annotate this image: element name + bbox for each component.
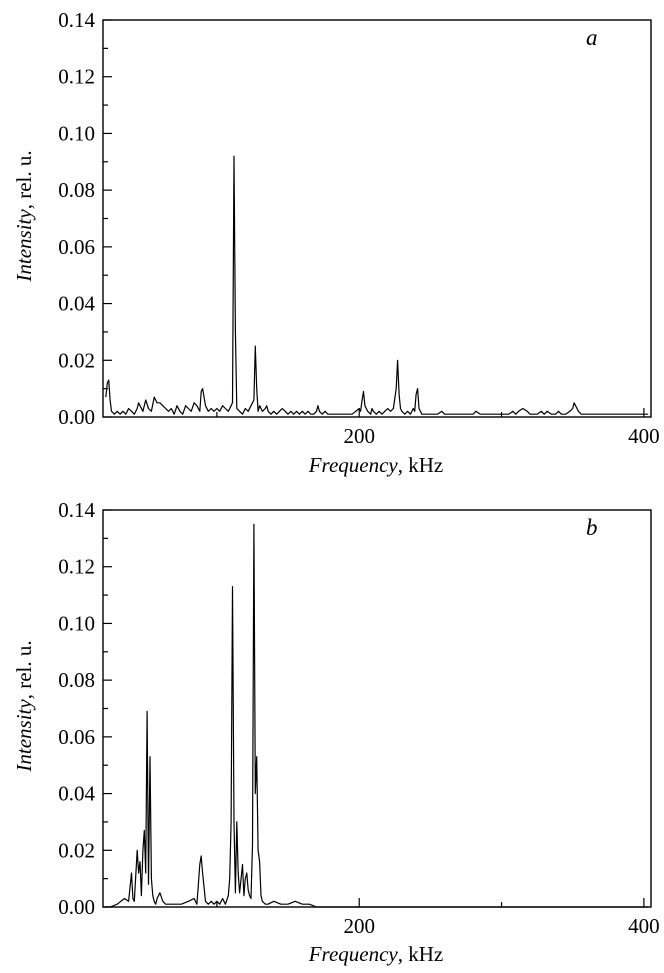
y-axis-ticks: 0.00 0.02 0.04 0.06 0.08 0.10 0.12 0.14: [58, 498, 112, 919]
x-axis-label: Frequency, kHz: [308, 942, 444, 966]
x-axis-label: Frequency, kHz: [308, 453, 444, 477]
x-tick-label: 200: [343, 424, 375, 448]
x-axis-label-italic: Frequency: [308, 453, 399, 477]
y-tick-label: 0.14: [58, 8, 95, 32]
chart-panel-b: 0.000.020.040.060.080.100.120.14 200 400 …: [12, 498, 660, 966]
y-tick-label: 0.04: [58, 782, 95, 806]
series-line: [103, 523, 649, 908]
y-tick-label: 0.00: [58, 405, 95, 429]
y-tick-label: 0.06: [58, 725, 95, 749]
y-axis-label-unit: , rel. u.: [12, 150, 36, 209]
x-tick-label: 400: [628, 424, 660, 448]
y-axis-ticks: 0.00 0.02 0.04 0.06 0.08 0.10 0.12 0.14: [58, 8, 112, 429]
series-line: [105, 155, 649, 415]
y-axis-label-unit: , rel. u.: [12, 640, 36, 699]
chart-panel-a: 0.000.020.040.060.080.100.120.14 200 400 …: [12, 8, 660, 477]
x-axis-ticks: 200 400: [216, 898, 660, 938]
y-tick-label: 0.02: [58, 838, 95, 862]
y-axis-label: Intensity, rel. u.: [12, 150, 36, 282]
x-axis-label-italic: Frequency: [308, 942, 399, 966]
panel-label: b: [586, 515, 598, 540]
y-axis-label-italic: Intensity: [12, 209, 36, 283]
y-tick-label: 0.02: [58, 348, 95, 372]
plot-frame: [102, 509, 652, 908]
panel-label: a: [586, 25, 598, 50]
x-tick-label: 400: [628, 914, 660, 938]
y-axis-label-italic: Intensity: [12, 699, 36, 773]
plot-frame: [102, 19, 652, 418]
x-axis-label-unit: , kHz: [398, 453, 444, 477]
x-axis-ticks: 200 400: [216, 408, 660, 448]
y-tick-label: 0.10: [58, 611, 95, 635]
x-tick-label: 200: [343, 914, 375, 938]
y-tick-label: 0.06: [58, 235, 95, 259]
y-tick-label: 0.10: [58, 121, 95, 145]
y-tick-label: 0.12: [58, 555, 95, 579]
y-tick-label: 0.04: [58, 292, 95, 316]
y-tick-label: 0.08: [58, 668, 95, 692]
y-tick-label: 0.14: [58, 498, 95, 522]
y-tick-label: 0.12: [58, 65, 95, 89]
y-axis-label: Intensity, rel. u.: [12, 640, 36, 772]
y-tick-label: 0.00: [58, 895, 95, 919]
x-axis-label-unit: , kHz: [398, 942, 444, 966]
y-tick-label: 0.08: [58, 178, 95, 202]
